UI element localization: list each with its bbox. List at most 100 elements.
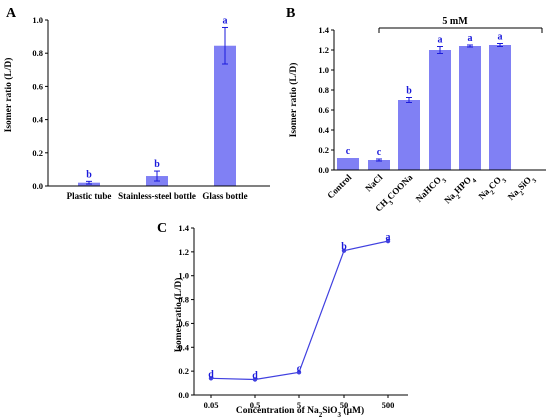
panel-a-y-ticks: 0.0 0.2 0.4 0.6 0.8 1.0 [32, 15, 48, 191]
panel-c-xtick-label: 0.5 [250, 400, 261, 410]
panel-c-sig-letter: d [208, 369, 214, 380]
panel-b-category-sub2: 3 [501, 176, 509, 184]
panel-b-ytick-label: 1.0 [318, 65, 329, 75]
panel-b-ylabel: Isomer ratio (L/D) [288, 63, 299, 138]
panel-b-label: B [286, 6, 295, 21]
panel-c-xtick-label: 500 [382, 400, 395, 410]
panel-c-xlabel-mid: SiO [322, 406, 337, 416]
panel-b-ytick-label: 0.8 [318, 85, 329, 95]
panel-c-ytick-label: 1.0 [178, 271, 189, 281]
panel-b-category-base: CH [373, 197, 390, 214]
panel-b-sig-letter: a [438, 35, 443, 46]
panel-b-category-label: NaHCO3 [414, 172, 449, 207]
panel-c-point [252, 377, 258, 382]
panel-c: C Isomer ratio (L/D) 0.0 0.2 0.4 0.6 0.8 1.0 1… [157, 221, 408, 418]
panel-b-bar [429, 50, 451, 170]
panel-c-label: C [157, 221, 167, 236]
panel-b-sig-letter: a [498, 32, 503, 43]
panel-a-ytick-label: 0.4 [32, 115, 43, 125]
panel-b-category-label: Na2SiO3 [506, 172, 539, 205]
panel-b-category-base: NaHCO [414, 175, 443, 204]
panel-b-bar [459, 46, 481, 170]
panel-b-ytick-label: 0.2 [318, 145, 329, 155]
panel-b-sig-letter: c [346, 146, 351, 157]
panel-b-annotation: 5 mM [442, 16, 468, 27]
panel-b-sig-letter: c [377, 147, 382, 158]
panel-c-point [341, 248, 347, 253]
panel-b-category-base: NaCl [363, 172, 385, 194]
panel-c-xlabel-end: (μM) [341, 405, 364, 416]
panel-b-category-sub: 2 [455, 193, 462, 200]
panel-a-sig-letter: b [86, 169, 92, 180]
panel-c-point [208, 376, 214, 381]
panel-b-sig-letter: b [406, 86, 412, 97]
panel-a-sig-letter: a [223, 15, 228, 26]
panel-c-sig-letter: d [252, 370, 258, 381]
panel-b-ytick-label: 1.2 [318, 45, 329, 55]
panel-c-ylabel: Isomer ratio (L/D) [173, 278, 184, 353]
panel-a-bars: b b a [78, 15, 236, 187]
panel-c-xlabel-sub1: 2 [319, 411, 323, 418]
panel-c-ytick-label: 0.0 [178, 390, 189, 400]
panel-c-series-line [210, 240, 389, 381]
panel-b-bars: c c b a a a [337, 32, 511, 170]
panel-b-category-base: Control [325, 172, 354, 201]
panel-c-xlabel: Concentration of Na2SiO3 (μM) [236, 405, 364, 418]
panel-a-category-label: Stainless-steel bottle [118, 191, 196, 201]
panel-a: A Isomer ratio (L/D) 0.00.20.40.60.81.0 … [3, 6, 270, 201]
panel-a-ytick-label: 0.8 [32, 48, 43, 58]
panel-c-point [385, 238, 391, 244]
panel-c-sig-letter: a [386, 232, 391, 243]
panel-b-bracket [378, 27, 543, 33]
panel-a-ytick-label: 1.0 [32, 15, 43, 25]
panel-c-ytick-label: 1.2 [178, 247, 189, 257]
panel-a-category-label: Plastic tube [67, 191, 112, 201]
panel-c-sig-letter: c [297, 363, 302, 374]
panel-a-bar [214, 45, 236, 187]
panel-a-ytick-label: 0.6 [32, 81, 43, 91]
panel-c-xtick-label: 5 [297, 400, 301, 410]
panel-a-ytick-label: 0.2 [32, 148, 43, 158]
panel-b-category-rest: COONa [385, 172, 415, 202]
panel-c-ytick-label: 1.4 [178, 223, 189, 233]
panel-b-ytick-label: 1.4 [318, 25, 329, 35]
panel-b-category-label: Na2HPO4 [442, 172, 478, 208]
panel-b-category-sub: 3 [441, 176, 449, 184]
panel-b-ytick-label: 0.4 [318, 125, 329, 135]
panel-b-category-label: Na2CO3 [476, 172, 508, 204]
panel-a-ytick-label: 0.0 [32, 181, 43, 191]
panel-a-category-label: Glass bottle [202, 191, 247, 201]
panel-b-sig-letter: a [468, 33, 473, 44]
panel-b-category-sub: 3 [387, 199, 395, 207]
panel-c-point [296, 370, 302, 375]
panel-b-ytick-label: 0.0 [318, 165, 329, 175]
panel-b-bar [489, 45, 511, 170]
panel-c-ytick-label: 0.4 [178, 342, 189, 352]
panel-c-series: d d c b a [208, 232, 391, 382]
panel-c-xtick-label: 0.05 [204, 400, 219, 410]
panel-b-category-sub2: 4 [471, 176, 479, 184]
panel-b-bar [337, 158, 359, 170]
panel-b-ytick-label: 0.6 [318, 105, 329, 115]
panel-b-category-sub2: 3 [531, 176, 539, 184]
panel-b-category-rest: CO [486, 175, 503, 192]
panel-b-category-sub: 2 [518, 190, 525, 197]
panel-c-xlabel-base: Concentration of Na [236, 406, 319, 416]
panel-c-ytick-label: 0.6 [178, 318, 189, 328]
panel-b-category-label: NaCl [363, 172, 385, 194]
panel-c-xlabel-sub2: 3 [338, 411, 342, 418]
panel-b-bar [368, 160, 390, 170]
panel-c-sig-letter: b [341, 242, 347, 253]
panel-a-sig-letter: b [154, 159, 160, 170]
panel-b: B Isomer ratio (L/D) 5 mM 0.0 0.2 0.4 0.6 0.… [286, 6, 546, 214]
panel-a-label: A [6, 6, 17, 21]
panel-c-xtick-label: 50 [340, 400, 349, 410]
panel-b-category-sub: 2 [489, 189, 496, 196]
panel-b-category-label: Control [325, 172, 354, 201]
panel-b-bar [398, 100, 420, 170]
panel-c-ytick-label: 0.2 [178, 366, 189, 376]
panel-a-categories: Plastic tube Stainless-steel bottle Glass … [67, 191, 248, 201]
panel-b-category-rest: HPO [452, 175, 473, 196]
